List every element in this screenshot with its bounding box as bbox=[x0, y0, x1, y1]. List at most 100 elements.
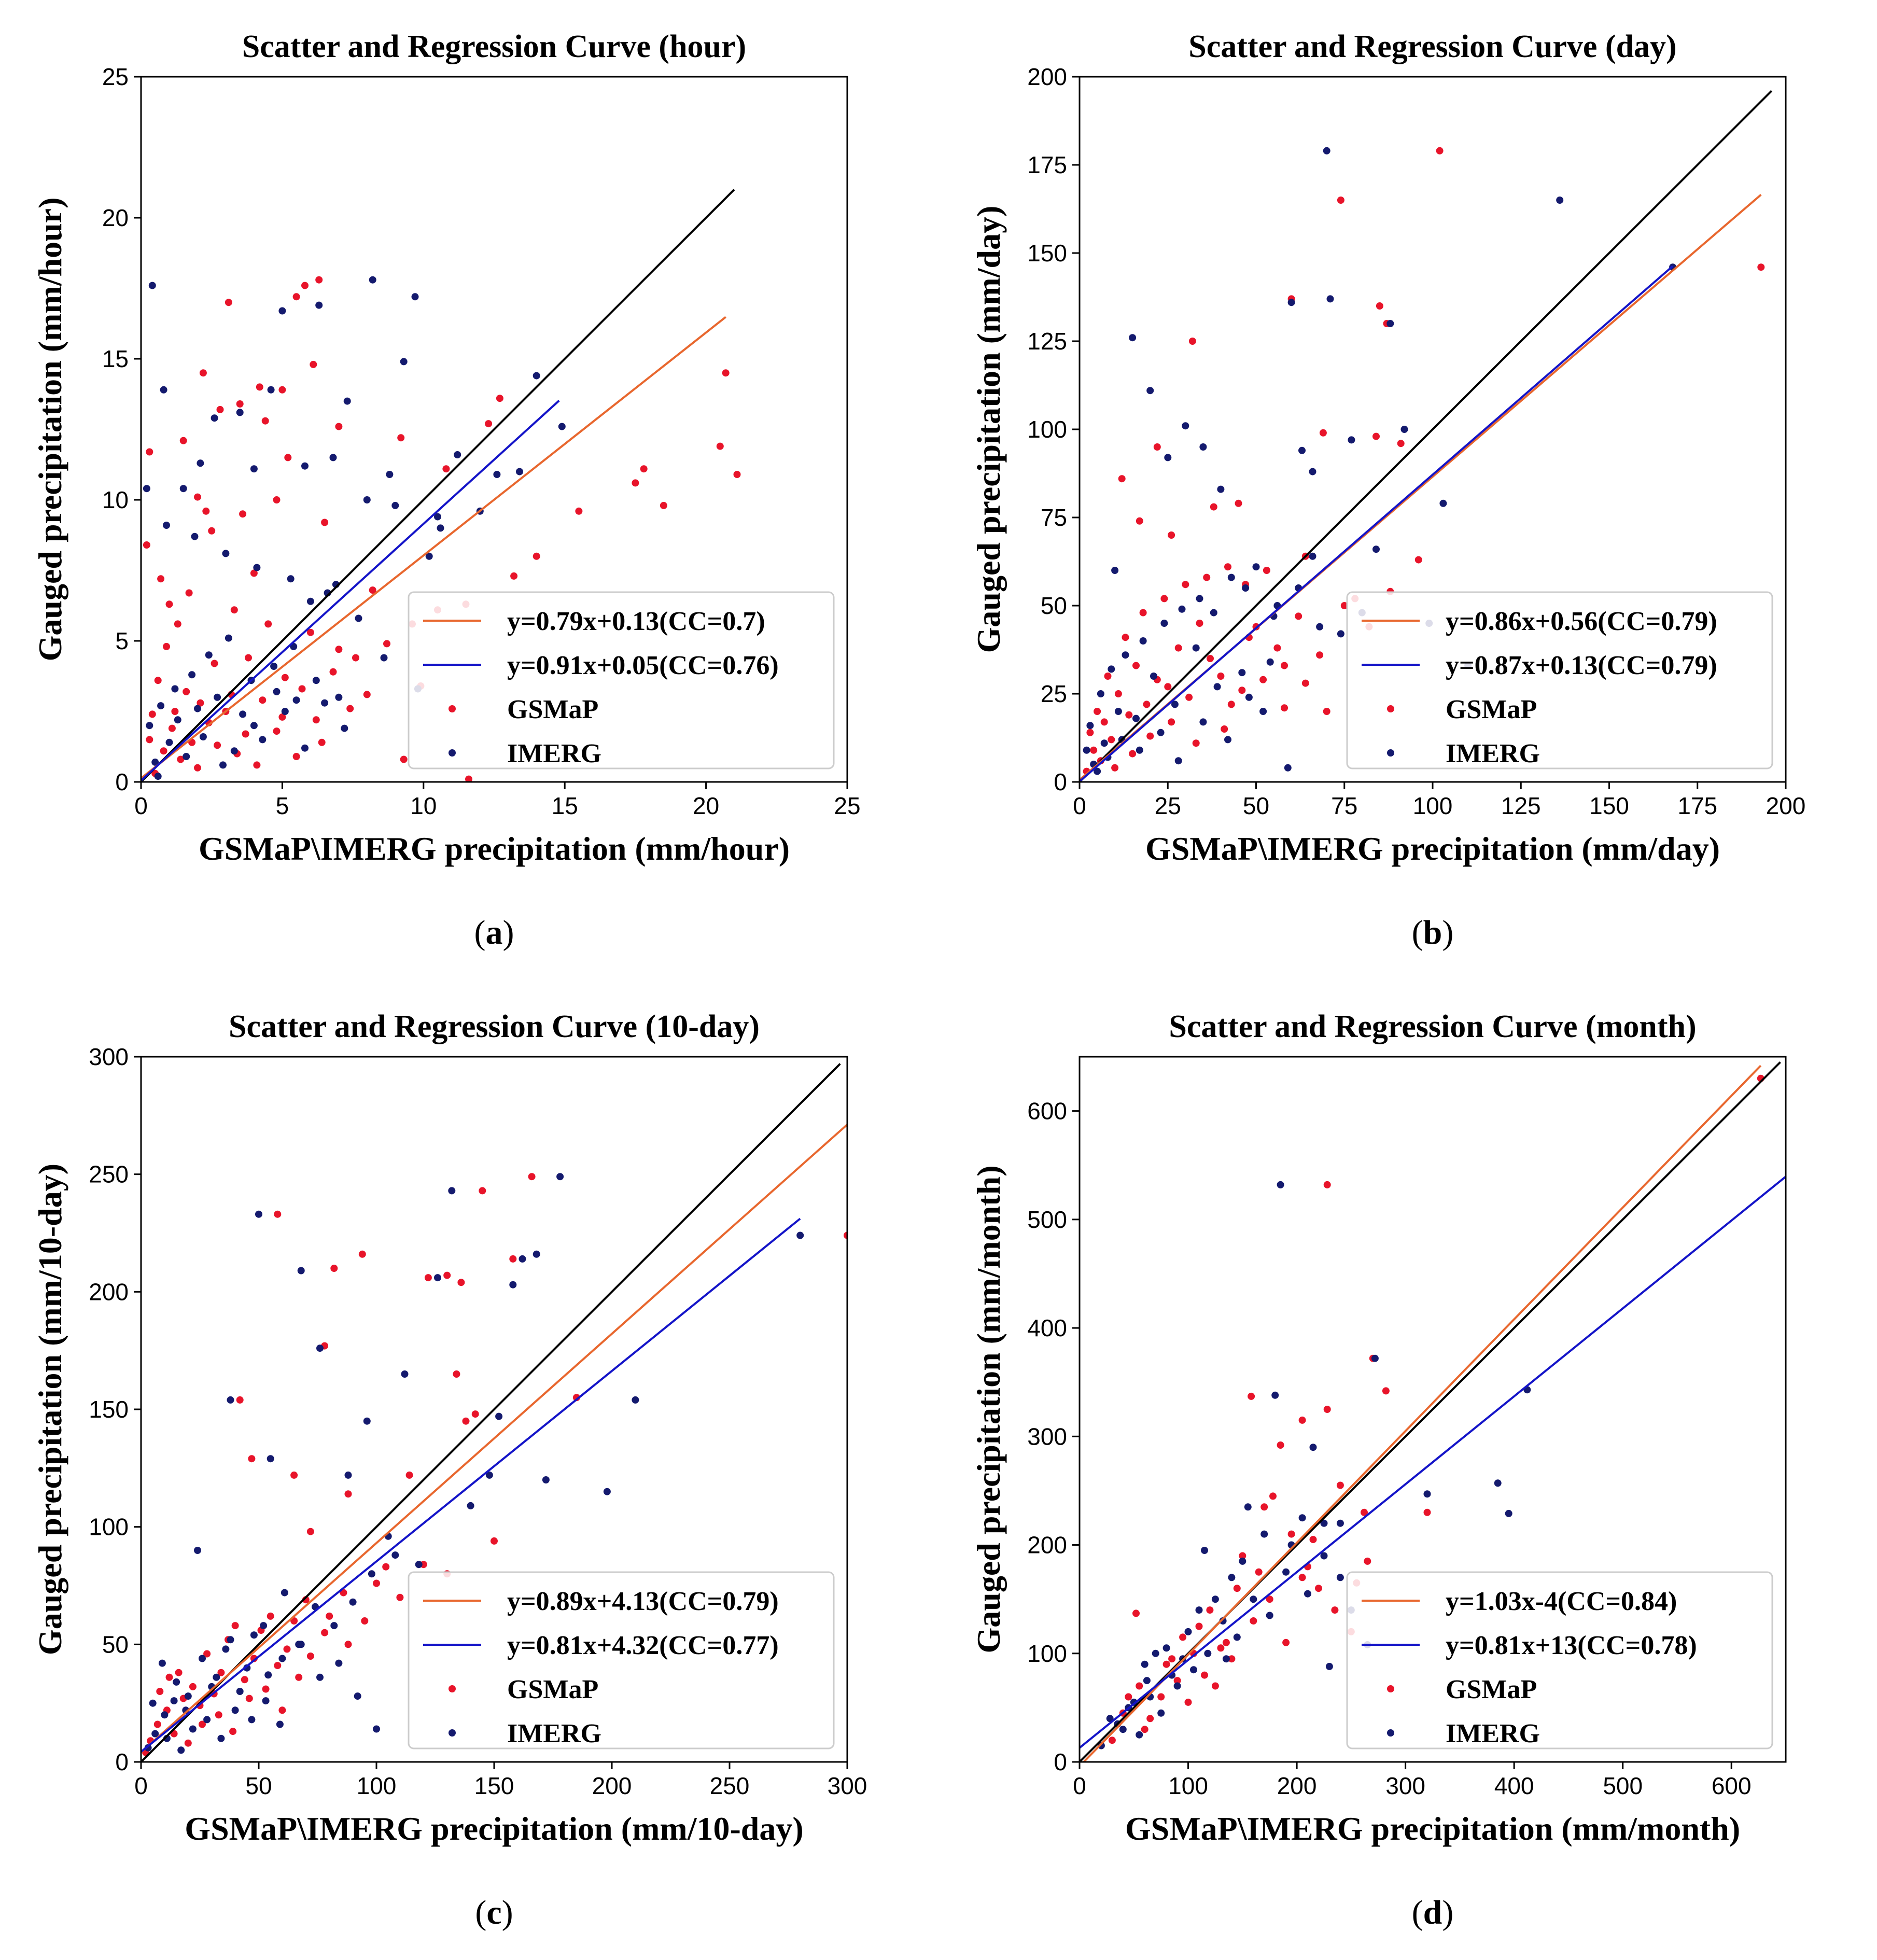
y-tick-label: 100 bbox=[89, 1514, 129, 1541]
imerg-point bbox=[1337, 630, 1344, 638]
gsmap-point bbox=[1316, 651, 1324, 659]
gsmap-point bbox=[168, 724, 176, 732]
imerg-point bbox=[276, 1720, 284, 1728]
imerg-point bbox=[415, 1561, 423, 1569]
gsmap-point bbox=[157, 575, 165, 583]
imerg-point bbox=[1227, 573, 1235, 581]
gsmap-point bbox=[250, 1655, 258, 1662]
gsmap-point bbox=[358, 1250, 366, 1258]
imerg-point bbox=[1196, 595, 1203, 603]
gsmap-point bbox=[1206, 1606, 1214, 1614]
imerg-point bbox=[1320, 1552, 1328, 1560]
imerg-point bbox=[1298, 1514, 1306, 1522]
y-axis-label: Gauged precipitation (mm/hour) bbox=[32, 198, 68, 662]
gsmap-point bbox=[160, 747, 167, 755]
identity-line bbox=[1080, 90, 1773, 782]
panel-caption: (c) bbox=[475, 1894, 513, 1931]
imerg-point bbox=[1173, 1682, 1181, 1690]
gsmap-point bbox=[424, 1274, 432, 1282]
gsmap-point bbox=[1336, 1481, 1344, 1489]
imerg-point bbox=[1114, 708, 1122, 715]
imerg-point bbox=[437, 524, 444, 532]
legend-box bbox=[1346, 591, 1773, 769]
gsmap-point bbox=[171, 708, 179, 715]
imerg-point bbox=[1143, 1677, 1151, 1685]
chart-title: Scatter and Regression Curve (hour) bbox=[242, 29, 746, 64]
gsmap-point bbox=[1221, 725, 1228, 733]
imerg-point bbox=[199, 733, 207, 740]
imerg-point bbox=[1316, 623, 1324, 631]
x-tick-label: 500 bbox=[1603, 1772, 1643, 1799]
gsmap-point bbox=[312, 716, 320, 724]
gsmap-point bbox=[278, 386, 286, 394]
axes-frame bbox=[140, 76, 848, 783]
legend-marker-gsmap bbox=[1387, 1685, 1394, 1692]
imerg-point bbox=[1259, 708, 1267, 715]
imerg-point bbox=[363, 496, 371, 503]
x-tick-label: 100 bbox=[1413, 792, 1453, 819]
gsmap-point bbox=[242, 730, 249, 738]
gsmap-point bbox=[1196, 620, 1203, 627]
panel-caption: (b) bbox=[1412, 914, 1454, 951]
imerg-point bbox=[1141, 1660, 1148, 1668]
imerg-point bbox=[1252, 563, 1260, 571]
imerg-point bbox=[316, 1673, 324, 1681]
imerg-point bbox=[219, 761, 227, 769]
gsmap-point bbox=[1266, 1595, 1273, 1603]
x-tick-label: 200 bbox=[1766, 792, 1806, 819]
gsmap-point bbox=[1323, 1181, 1331, 1188]
gsmap-point bbox=[1168, 718, 1175, 726]
y-tick-label: 15 bbox=[102, 345, 129, 372]
gsmap-point bbox=[211, 660, 218, 667]
imerg-point bbox=[1439, 499, 1447, 507]
imerg-point bbox=[344, 1471, 352, 1479]
x-tick-label: 50 bbox=[1243, 792, 1269, 819]
gsmap-point bbox=[197, 699, 204, 707]
gsmap-point bbox=[335, 646, 343, 653]
gsmap-point bbox=[273, 496, 281, 503]
legend-marker-imerg bbox=[449, 749, 456, 757]
legend-marker-imerg bbox=[1387, 749, 1394, 757]
imerg-point bbox=[1211, 1595, 1219, 1603]
imerg-point bbox=[401, 1370, 409, 1378]
gsmap-regression-line bbox=[141, 1124, 847, 1753]
gsmap-point bbox=[1114, 690, 1122, 697]
imerg-point bbox=[267, 1455, 274, 1463]
gsmap-regression-line bbox=[1082, 1065, 1762, 1762]
gsmap-point bbox=[335, 423, 343, 430]
x-tick-label: 50 bbox=[245, 1772, 272, 1799]
gsmap-point bbox=[274, 1662, 282, 1670]
x-tick-label: 25 bbox=[834, 792, 860, 819]
y-tick-label: 200 bbox=[89, 1278, 129, 1305]
x-tick-label: 200 bbox=[592, 1772, 632, 1799]
gsmap-point bbox=[443, 1271, 451, 1279]
caption-open-paren: ( bbox=[1412, 914, 1423, 951]
gsmap-point bbox=[203, 1650, 211, 1658]
imerg-point bbox=[149, 1699, 157, 1707]
gsmap-point bbox=[283, 1645, 291, 1653]
imerg-point bbox=[248, 1716, 256, 1724]
imerg-point bbox=[194, 1547, 201, 1554]
x-tick-label: 125 bbox=[1501, 792, 1541, 819]
gsmap-point bbox=[231, 1622, 239, 1630]
imerg-point bbox=[179, 485, 187, 493]
gsmap-point bbox=[1372, 432, 1380, 440]
imerg-point bbox=[260, 1622, 268, 1630]
gsmap-point bbox=[1259, 676, 1267, 683]
imerg-point bbox=[1097, 1742, 1105, 1749]
imerg-regression-line bbox=[1080, 1175, 1786, 1749]
gsmap-point bbox=[1273, 644, 1281, 652]
x-tick-label: 5 bbox=[276, 792, 289, 819]
gsmap-point bbox=[1136, 517, 1143, 525]
gsmap-point bbox=[183, 688, 190, 695]
gsmap-point bbox=[1248, 1392, 1255, 1400]
y-tick-label: 250 bbox=[89, 1161, 129, 1188]
gsmap-point bbox=[290, 1471, 298, 1479]
gsmap-point bbox=[1143, 701, 1151, 708]
gsmap-point bbox=[462, 1417, 470, 1425]
imerg-point bbox=[250, 722, 258, 730]
gsmap-point bbox=[1376, 302, 1383, 310]
imerg-point bbox=[1386, 320, 1394, 327]
plot-content bbox=[141, 1063, 847, 1762]
gsmap-point bbox=[509, 1255, 517, 1263]
